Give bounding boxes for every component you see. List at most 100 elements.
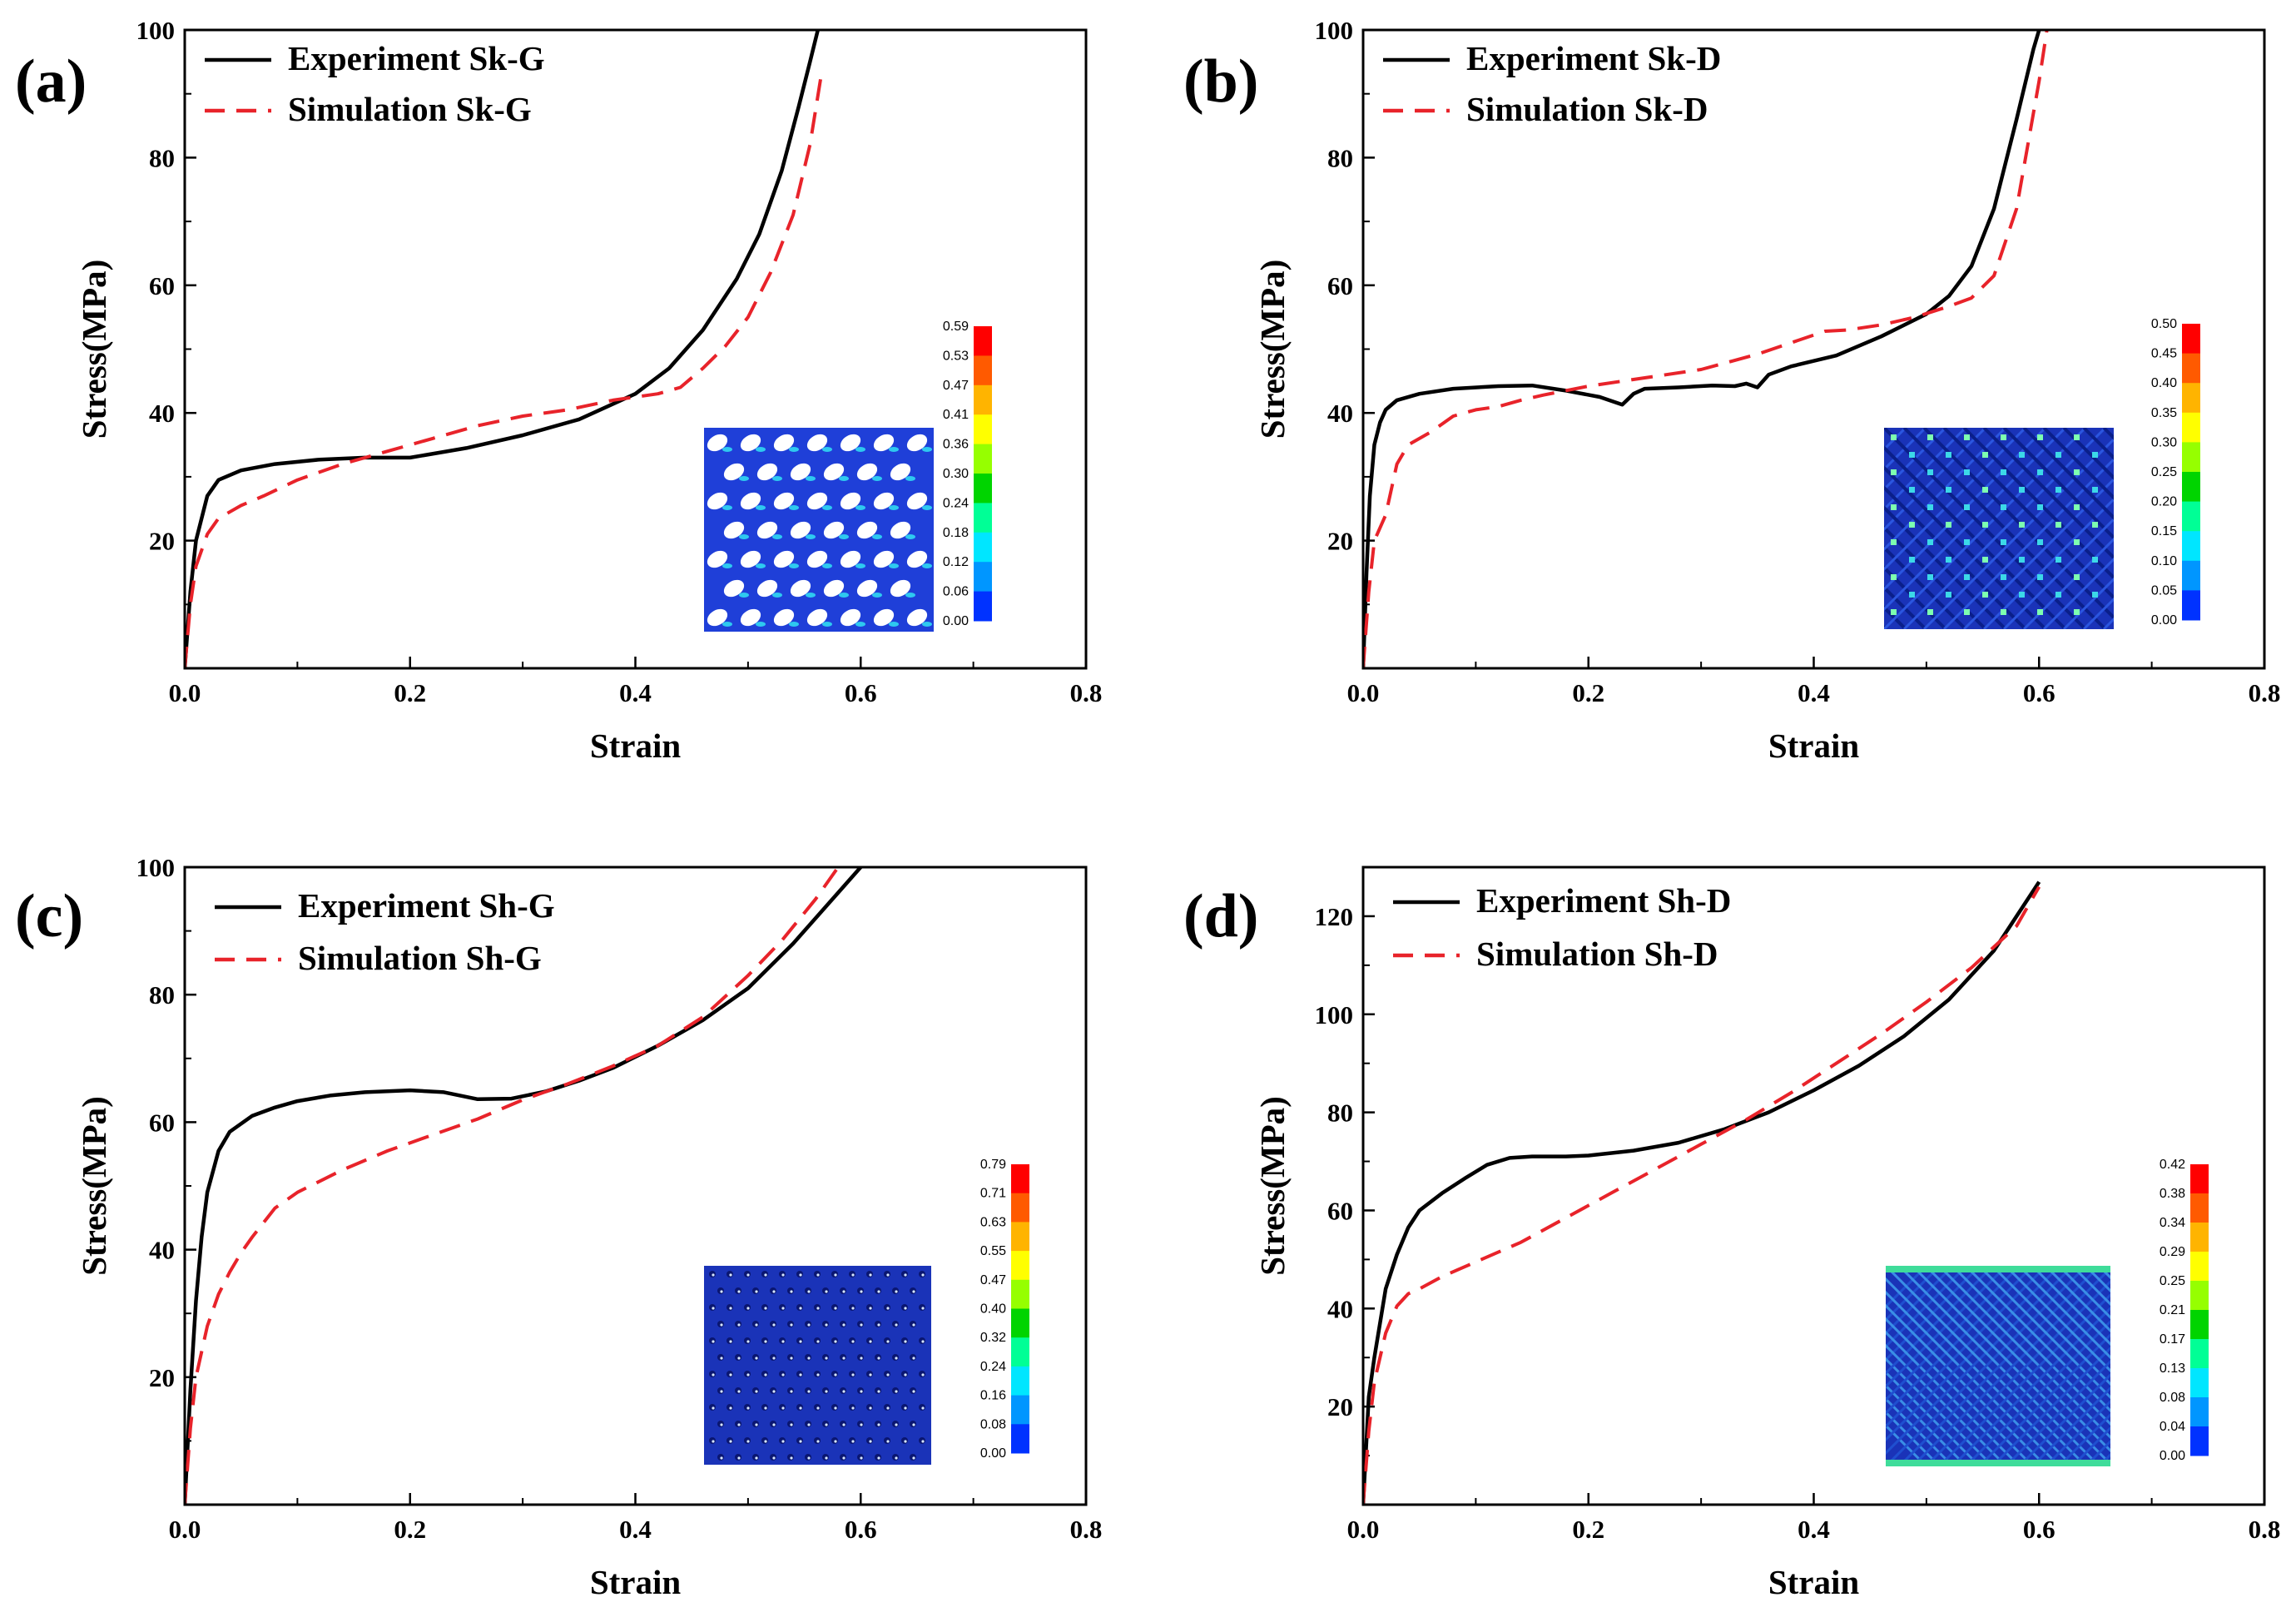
inset-strut [2244, 428, 2296, 629]
colorbar-segment [2190, 1426, 2209, 1456]
inset-hotspot [855, 505, 865, 510]
inset-dot-highlight [807, 1390, 811, 1393]
inset-dot-highlight [834, 1307, 837, 1310]
inset-hole [740, 550, 761, 568]
colorbar-segment [1011, 1164, 1029, 1194]
inset-hole [906, 492, 928, 510]
colorbar-segment [2190, 1397, 2209, 1427]
colorbar-segment [2182, 501, 2200, 532]
inset-hole [806, 434, 828, 452]
inset-dot-highlight [842, 1357, 846, 1360]
inset-dot-highlight [799, 1373, 802, 1376]
colorbar-label: 0.00 [2160, 1449, 2185, 1463]
inset-node [2037, 574, 2043, 580]
colorbar-segment [974, 474, 992, 503]
colorbar-label: 0.29 [2160, 1245, 2185, 1259]
inset-dot-highlight [921, 1307, 925, 1310]
colorbar: 0.79 0.71 0.63 0.55 0.47 0.40 0.32 0.24 0.16 0.08… [980, 1158, 1029, 1461]
colorbar-label: 0.30 [2151, 435, 2177, 449]
plot-frame [183, 866, 1088, 1506]
inset-hotspot [839, 593, 849, 598]
inset-node [1964, 434, 1970, 440]
colorbar-label: 0.34 [2160, 1216, 2185, 1230]
inset-node [1909, 452, 1915, 458]
fe-contour-inset [1884, 428, 2296, 629]
colorbar-segment [1011, 1337, 1029, 1367]
inset-strut [2084, 1439, 2110, 1466]
series-line-simulation [1363, 30, 2049, 668]
inset-hole [773, 434, 795, 452]
inset-dot-highlight [921, 1373, 925, 1376]
inset-dot-highlight [860, 1456, 863, 1460]
inset-node [1891, 574, 1897, 580]
inset-dot-highlight [869, 1440, 872, 1443]
inset-hotspot [806, 476, 816, 481]
inset-hole [823, 463, 845, 481]
inset-dot-highlight [912, 1323, 915, 1327]
inset-strut [2057, 1412, 2110, 1466]
inset-strut [1942, 457, 2114, 629]
inset-hotspot [822, 622, 832, 627]
inset-dot-highlight [825, 1390, 828, 1393]
inset-dot-highlight [720, 1390, 723, 1393]
inset-node [2055, 487, 2061, 493]
colorbar-label: 0.00 [980, 1446, 1006, 1461]
colorbar-segment [2182, 383, 2200, 414]
inset-strut [2204, 428, 2296, 629]
inset-dot-highlight [755, 1390, 758, 1393]
inset-dot-highlight [895, 1357, 898, 1360]
inset-node [1927, 609, 1933, 615]
x-tick-label: 0.6 [2023, 1515, 2055, 1544]
x-tick-label: 0.8 [2249, 1515, 2281, 1544]
inset-dot-highlight [720, 1290, 723, 1293]
y-tick-label: 100 [136, 16, 176, 45]
inset-dot-highlight [860, 1290, 863, 1293]
inset-strut [1884, 428, 1927, 472]
x-axis-title: Strain [590, 727, 682, 765]
inset-node [2074, 574, 2080, 580]
inset-dot-highlight [877, 1323, 880, 1327]
inset-dot-highlight [851, 1340, 855, 1343]
inset-dot-highlight [877, 1290, 880, 1293]
inset-dot-highlight [825, 1423, 828, 1426]
colorbar-label: 0.06 [943, 585, 969, 599]
colorbar-segment [974, 444, 992, 474]
inset-dot-highlight [712, 1273, 715, 1277]
colorbar-segment [2182, 531, 2200, 562]
inset-hotspot [756, 447, 766, 452]
inset-background [1884, 428, 2114, 629]
inset-dot-highlight [807, 1323, 811, 1327]
inset-strut [2004, 1359, 2110, 1466]
inset-node [1891, 539, 1897, 545]
inset-strut [1884, 428, 1947, 492]
inset-dot-highlight [912, 1423, 915, 1426]
plot-frame [1361, 28, 2266, 670]
inset-dot-highlight [755, 1323, 758, 1327]
series-line-experiment [185, 867, 862, 1505]
colorbar-label: 0.20 [2151, 495, 2177, 509]
inset-strut [2124, 428, 2296, 629]
x-tick-label: 0.2 [394, 678, 426, 707]
inset-node [2037, 539, 2043, 545]
inset-strut [1982, 497, 2114, 629]
inset-dot-highlight [869, 1406, 872, 1410]
inset-hotspot [756, 505, 766, 510]
inset-node [1927, 539, 1933, 545]
inset-node [2001, 539, 2006, 545]
inset-hole [723, 521, 745, 539]
inset-node [1982, 522, 1988, 528]
inset-node [1964, 609, 1970, 615]
inset-dot-highlight [869, 1373, 872, 1376]
inset-dot-highlight [799, 1273, 802, 1277]
inset-hole [873, 434, 895, 452]
inset-hotspot [872, 476, 882, 481]
colorbar-segment [1011, 1395, 1029, 1425]
inset-hole [740, 434, 761, 452]
inset-dot-highlight [869, 1273, 872, 1277]
inset-dot-highlight [877, 1456, 880, 1460]
inset-hotspot [772, 476, 782, 481]
inset-dot-highlight [842, 1290, 846, 1293]
x-tick-label: 0.0 [1347, 1515, 1380, 1544]
inset-strut [1964, 1319, 2110, 1466]
colorbar-label: 0.16 [980, 1389, 1006, 1403]
